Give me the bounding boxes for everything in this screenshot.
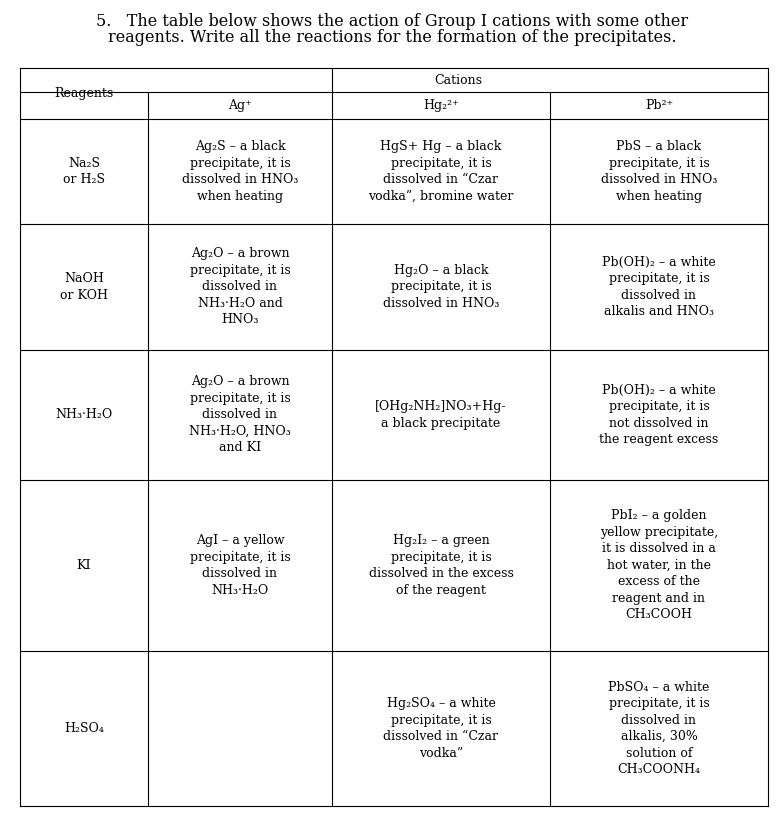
Text: Reagents: Reagents (54, 87, 114, 100)
Text: Na₂S
or H₂S: Na₂S or H₂S (63, 157, 105, 186)
Text: [OHg₂NH₂]NO₃+Hg-
a black precipitate: [OHg₂NH₂]NO₃+Hg- a black precipitate (376, 400, 506, 429)
Text: reagents. Write all the reactions for the formation of the precipitates.: reagents. Write all the reactions for th… (107, 29, 677, 47)
Text: Pb(OH)₂ – a white
precipitate, it is
not dissolved in
the reagent excess: Pb(OH)₂ – a white precipitate, it is not… (600, 384, 719, 446)
Text: Ag₂O – a brown
precipitate, it is
dissolved in
NH₃·H₂O, HNO₃
and KI: Ag₂O – a brown precipitate, it is dissol… (189, 375, 291, 455)
Text: PbS – a black
precipitate, it is
dissolved in HNO₃
when heating: PbS – a black precipitate, it is dissolv… (601, 140, 717, 203)
Text: Pb²⁺: Pb²⁺ (645, 99, 673, 112)
Text: 5.   The table below shows the action of Group I cations with some other: 5. The table below shows the action of G… (96, 12, 688, 29)
Text: H₂SO₄: H₂SO₄ (64, 722, 104, 734)
Text: Hg₂SO₄ – a white
precipitate, it is
dissolved in “Czar
vodka”: Hg₂SO₄ – a white precipitate, it is diss… (383, 697, 499, 760)
Text: Hg₂²⁺: Hg₂²⁺ (423, 99, 459, 112)
Text: KI: KI (77, 559, 91, 572)
Text: PbI₂ – a golden
yellow precipitate,
it is dissolved in a
hot water, in the
exces: PbI₂ – a golden yellow precipitate, it i… (600, 509, 718, 621)
Text: Cations: Cations (434, 73, 482, 86)
Text: NaOH
or KOH: NaOH or KOH (60, 273, 108, 302)
Text: AgI – a yellow
precipitate, it is
dissolved in
NH₃·H₂O: AgI – a yellow precipitate, it is dissol… (190, 534, 290, 596)
Text: Pb(OH)₂ – a white
precipitate, it is
dissolved in
alkalis and HNO₃: Pb(OH)₂ – a white precipitate, it is dis… (602, 255, 716, 318)
Text: Hg₂O – a black
precipitate, it is
dissolved in HNO₃: Hg₂O – a black precipitate, it is dissol… (383, 264, 499, 310)
Text: Hg₂I₂ – a green
precipitate, it is
dissolved in the excess
of the reagent: Hg₂I₂ – a green precipitate, it is disso… (368, 534, 514, 596)
Text: PbSO₄ – a white
precipitate, it is
dissolved in
alkalis, 30%
solution of
CH₃COON: PbSO₄ – a white precipitate, it is disso… (608, 681, 710, 776)
Text: HgS+ Hg – a black
precipitate, it is
dissolved in “Czar
vodka”, bromine water: HgS+ Hg – a black precipitate, it is dis… (368, 140, 514, 203)
Text: Ag₂O – a brown
precipitate, it is
dissolved in
NH₃·H₂O and
HNO₃: Ag₂O – a brown precipitate, it is dissol… (190, 247, 290, 326)
Text: Ag⁺: Ag⁺ (228, 99, 252, 112)
Text: NH₃·H₂O: NH₃·H₂O (56, 408, 113, 421)
Text: Ag₂S – a black
precipitate, it is
dissolved in HNO₃
when heating: Ag₂S – a black precipitate, it is dissol… (182, 140, 298, 203)
